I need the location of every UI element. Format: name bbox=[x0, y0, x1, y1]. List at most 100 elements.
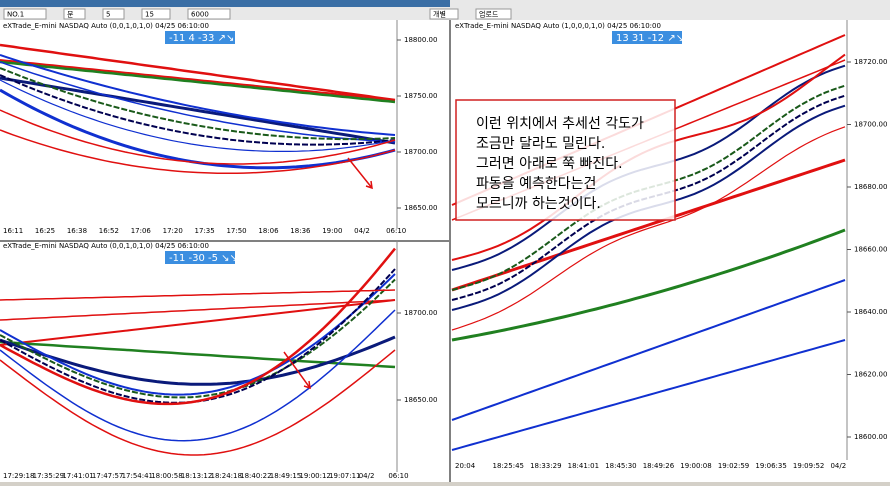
annotation-line: 파동을 예측한다는건 bbox=[476, 176, 596, 192]
time-label: 16:52 bbox=[99, 227, 119, 235]
panel-header: eXTrade_E-mini NASDAQ Auto (1,0,0,0,1,0)… bbox=[455, 22, 661, 30]
signal-badge-text: 13 31 -12 ↗↘ bbox=[616, 33, 684, 44]
toolbar-button[interactable]: 분 bbox=[63, 8, 86, 20]
panel-bg bbox=[450, 20, 890, 482]
button-frame[interactable] bbox=[141, 8, 171, 20]
button-frame[interactable] bbox=[187, 8, 231, 20]
price-label: 18750.00 bbox=[404, 92, 437, 100]
price-label: 18680.00 bbox=[854, 183, 887, 191]
time-label: 20:04 bbox=[455, 462, 476, 470]
indicator-line bbox=[0, 273, 396, 396]
time-label: 17:20 bbox=[163, 227, 183, 235]
time-label: 04/2 bbox=[359, 472, 375, 480]
time-label: 16:38 bbox=[67, 227, 87, 235]
indicator-line bbox=[0, 129, 396, 175]
toolbar-button[interactable]: 15 bbox=[141, 8, 171, 20]
time-label: 19:02:59 bbox=[718, 462, 749, 470]
indicator-line bbox=[0, 59, 396, 101]
indicator-line bbox=[0, 247, 396, 406]
price-label: 18800.00 bbox=[404, 36, 437, 44]
time-label: 18:45:30 bbox=[605, 462, 636, 470]
charts: eXTrade_E-mini NASDAQ Auto (0,0,1,0,1,0)… bbox=[0, 20, 887, 480]
button-frame[interactable] bbox=[63, 8, 86, 20]
time-label: 04/2 bbox=[354, 227, 370, 235]
indicator-line bbox=[451, 126, 846, 331]
price-label: 18700.00 bbox=[854, 121, 887, 129]
time-label: 18:36 bbox=[290, 227, 311, 235]
time-label: 06:10 bbox=[388, 472, 408, 480]
price-label: 18720.00 bbox=[854, 58, 887, 66]
time-label: 17:35:29 bbox=[33, 472, 64, 480]
signal-badge bbox=[165, 31, 235, 44]
button-label[interactable]: 개별 bbox=[433, 10, 446, 19]
toolbar-button[interactable]: 5 bbox=[102, 8, 125, 20]
time-label: 17:06 bbox=[131, 227, 152, 235]
indicator-line bbox=[451, 279, 846, 421]
time-label: 18:49:26 bbox=[643, 462, 675, 470]
indicator-line bbox=[451, 339, 846, 451]
indicator-line bbox=[0, 349, 396, 456]
arrow bbox=[283, 351, 311, 390]
title-bar bbox=[0, 0, 450, 7]
price-label: 18640.00 bbox=[854, 308, 887, 316]
time-label: 16:11 bbox=[3, 227, 23, 235]
time-label: 04/2 bbox=[830, 462, 846, 470]
indicator-line bbox=[451, 84, 846, 291]
indicator-line bbox=[0, 79, 396, 152]
time-label: 18:40:22 bbox=[240, 472, 271, 480]
time-label: 19:00 bbox=[322, 227, 342, 235]
time-label: 19:07:11 bbox=[329, 472, 360, 480]
time-label: 18:24:18 bbox=[211, 472, 242, 480]
toolbar-button[interactable]: 개별 bbox=[429, 8, 459, 20]
button-frame[interactable] bbox=[102, 8, 125, 20]
time-label: 19:06:35 bbox=[755, 462, 786, 470]
arrow bbox=[347, 157, 373, 190]
indicator-line bbox=[0, 289, 396, 301]
indicator-line bbox=[0, 67, 396, 141]
toolbar-button[interactable]: NO.1 bbox=[3, 8, 47, 20]
button-label[interactable]: 15 bbox=[145, 11, 154, 19]
time-label: 17:29:18 bbox=[3, 472, 34, 480]
indicator-line bbox=[0, 109, 396, 165]
time-label: 17:41:01 bbox=[62, 472, 93, 480]
time-label: 19:00:12 bbox=[299, 472, 330, 480]
button-label[interactable]: 업로드 bbox=[479, 11, 499, 19]
price-label: 18620.00 bbox=[854, 371, 887, 379]
panel-bg bbox=[0, 242, 450, 482]
button-label[interactable]: 6000 bbox=[191, 11, 209, 19]
button-label[interactable]: NO.1 bbox=[7, 11, 24, 19]
annotation-line: 모르니까 하는것이다. bbox=[476, 196, 601, 212]
price-label: 18650.00 bbox=[404, 396, 437, 404]
button-label[interactable]: 분 bbox=[67, 11, 74, 19]
button-label[interactable]: 5 bbox=[106, 11, 110, 19]
indicator-line bbox=[451, 228, 846, 342]
indicator-line bbox=[0, 299, 396, 321]
button-frame[interactable] bbox=[429, 8, 459, 20]
toolbar-button[interactable]: 6000 bbox=[187, 8, 231, 20]
signal-badge-text: -11 -30 -5 ↘↘ bbox=[169, 253, 238, 264]
signal-badge-text: -11 4 -33 ↗↘ bbox=[169, 33, 234, 44]
time-label: 06:10 bbox=[386, 227, 406, 235]
indicator-line bbox=[0, 43, 396, 102]
time-label: 18:13:12 bbox=[181, 472, 212, 480]
price-label: 18700.00 bbox=[404, 148, 437, 156]
indicator-line bbox=[0, 309, 396, 442]
price-label: 18660.00 bbox=[854, 246, 887, 254]
indicator-line bbox=[0, 61, 396, 143]
signal-badge bbox=[612, 31, 682, 44]
panel-header: eXTrade_E-mini NASDAQ Auto (0,0,1,0,1,0)… bbox=[3, 242, 209, 250]
annotation-box bbox=[455, 99, 676, 221]
time-label: 18:33:29 bbox=[530, 462, 561, 470]
time-label: 17:35 bbox=[195, 227, 215, 235]
time-label: 18:49:15 bbox=[270, 472, 301, 480]
signal-badge bbox=[165, 251, 235, 264]
toolbar-button[interactable]: 업로드 bbox=[475, 8, 512, 20]
annotation-line: 이런 위치에서 추세선 각도가 bbox=[476, 116, 644, 132]
button-frame[interactable] bbox=[3, 8, 47, 20]
button-frame[interactable] bbox=[475, 8, 512, 20]
indicator-line bbox=[0, 335, 396, 386]
time-label: 18:00:58 bbox=[151, 472, 182, 480]
price-label: 18650.00 bbox=[404, 204, 437, 212]
